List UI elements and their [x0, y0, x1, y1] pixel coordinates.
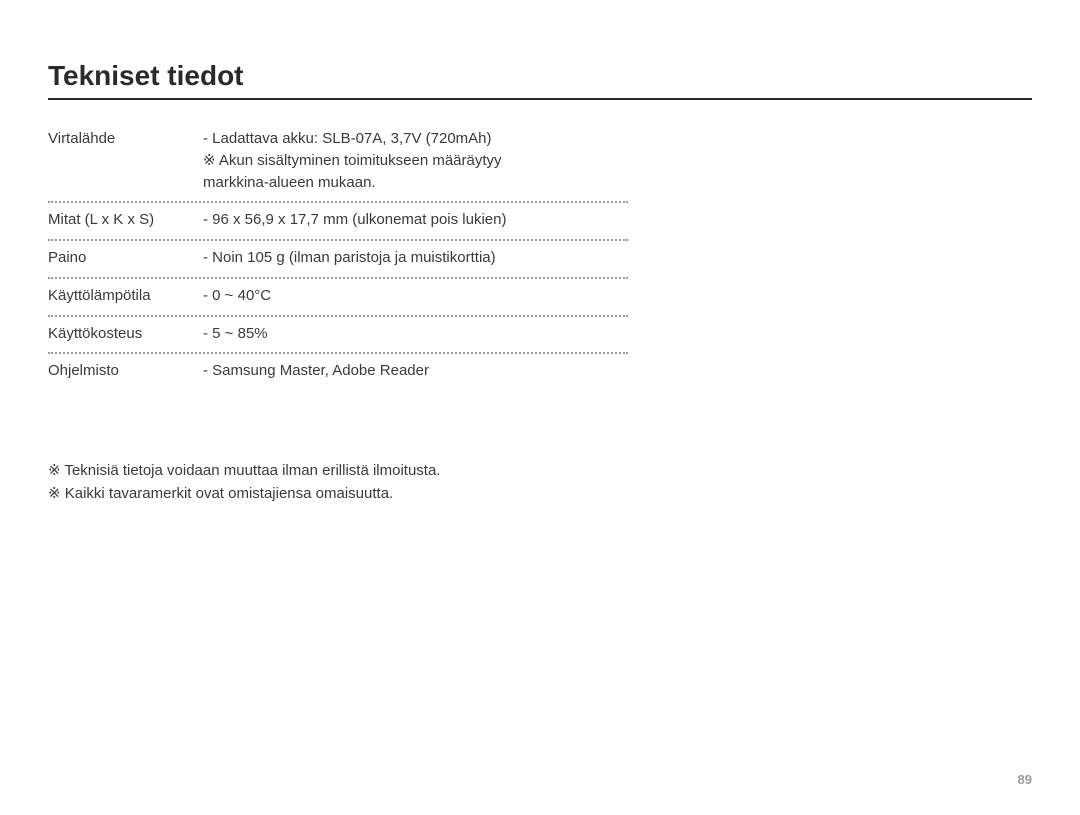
spec-value: - Ladattava akku: SLB-07A, 3,7V (720mAh)…: [203, 128, 628, 193]
spec-row: Käyttökosteus- 5 ~ 85%: [48, 317, 628, 355]
spec-label: Mitat (L x K x S): [48, 209, 203, 231]
spec-row: Ohjelmisto- Samsung Master, Adobe Reader: [48, 354, 628, 390]
spec-value-line: - 96 x 56,9 x 17,7 mm (ulkonemat pois lu…: [203, 209, 628, 231]
spec-value: - 5 ~ 85%: [203, 323, 628, 345]
spec-value-line: - 0 ~ 40°C: [203, 285, 628, 307]
spec-label: Virtalähde: [48, 128, 203, 193]
spec-value-line: ※ Akun sisältyminen toimitukseen määräyt…: [203, 150, 628, 172]
spec-value: - 96 x 56,9 x 17,7 mm (ulkonemat pois lu…: [203, 209, 628, 231]
spec-value-line: - Ladattava akku: SLB-07A, 3,7V (720mAh): [203, 128, 628, 150]
page-title: Tekniset tiedot: [48, 60, 1032, 100]
spec-value-line: - Noin 105 g (ilman paristoja ja muistik…: [203, 247, 628, 269]
spec-value-line: - Samsung Master, Adobe Reader: [203, 360, 628, 382]
spec-row: Käyttölämpötila- 0 ~ 40°C: [48, 279, 628, 317]
spec-value-line: - 5 ~ 85%: [203, 323, 628, 345]
spec-row: Paino- Noin 105 g (ilman paristoja ja mu…: [48, 241, 628, 279]
spec-label: Käyttölämpötila: [48, 285, 203, 307]
footnote-line: ※ Teknisiä tietoja voidaan muuttaa ilman…: [48, 460, 1032, 483]
page-number: 89: [1018, 772, 1032, 787]
spec-label: Paino: [48, 247, 203, 269]
spec-row: Mitat (L x K x S)- 96 x 56,9 x 17,7 mm (…: [48, 203, 628, 241]
spec-value: - Noin 105 g (ilman paristoja ja muistik…: [203, 247, 628, 269]
footnotes: ※ Teknisiä tietoja voidaan muuttaa ilman…: [48, 460, 1032, 505]
spec-row: Virtalähde- Ladattava akku: SLB-07A, 3,7…: [48, 122, 628, 203]
specs-table: Virtalähde- Ladattava akku: SLB-07A, 3,7…: [48, 122, 628, 390]
spec-label: Ohjelmisto: [48, 360, 203, 382]
page: Tekniset tiedot Virtalähde- Ladattava ak…: [0, 0, 1080, 815]
spec-label: Käyttökosteus: [48, 323, 203, 345]
spec-value-line: markkina-alueen mukaan.: [203, 172, 628, 194]
spec-value: - Samsung Master, Adobe Reader: [203, 360, 628, 382]
footnote-line: ※ Kaikki tavaramerkit ovat omistajiensa …: [48, 483, 1032, 506]
spec-value: - 0 ~ 40°C: [203, 285, 628, 307]
